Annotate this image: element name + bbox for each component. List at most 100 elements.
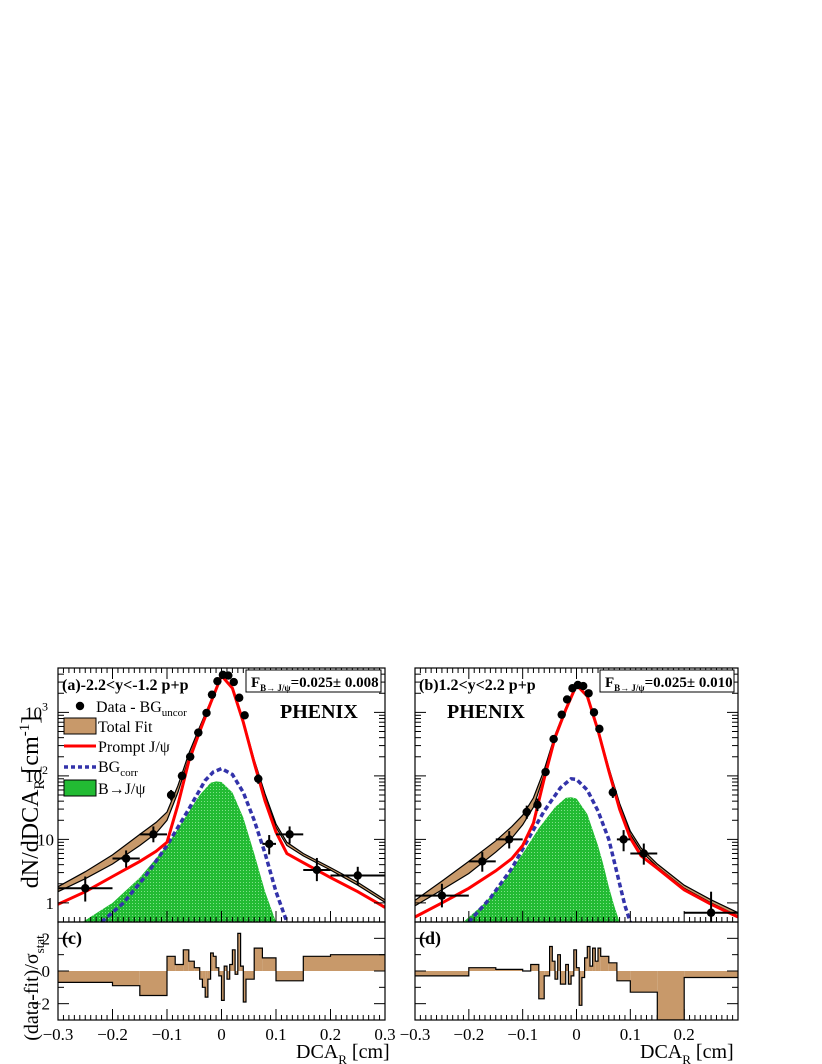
- x-tick-label: −0.1: [152, 1025, 183, 1044]
- panel-b: −0.3 −0.2 −0.1 0 0.1 0.2 (b)1.2<y<2.2 p+p FB→ J…: [400, 667, 739, 1044]
- x-tick-label: 0.2: [320, 1025, 341, 1044]
- y-tick-label-sup: 3: [42, 699, 48, 713]
- y-tick-label-base: 10: [25, 767, 42, 786]
- x-tick-label: 0: [572, 1025, 581, 1044]
- data-marker: [235, 693, 244, 702]
- data-point: [58, 876, 113, 902]
- x-tick-label: −0.2: [97, 1025, 128, 1044]
- data-marker: [505, 835, 514, 844]
- data-point: [584, 689, 593, 698]
- ratio-bar: [538, 971, 545, 999]
- ratio-bar: [495, 969, 523, 971]
- ratio-bar: [573, 949, 577, 971]
- data-point: [415, 883, 469, 908]
- ratio-y-tick-label: −2: [32, 995, 50, 1014]
- ratio-bar: [544, 971, 550, 976]
- ratio-bar: [571, 971, 574, 976]
- data-point: [303, 857, 331, 882]
- data-marker: [437, 891, 447, 900]
- ratio-y-tick-label: 0: [42, 962, 51, 981]
- x-tick-label: 0: [217, 1025, 226, 1044]
- data-marker: [224, 671, 233, 680]
- data-point: [684, 891, 738, 922]
- data-marker: [177, 771, 187, 781]
- ratio-bar: [330, 954, 385, 971]
- ratio-bar: [552, 961, 555, 971]
- x-tick-label: −0.3: [400, 1025, 431, 1044]
- plot-area: [58, 670, 385, 922]
- legend: Data - BGuncor Total Fit Prompt J/ψ BGco…: [63, 699, 187, 798]
- ratio-bar: [218, 971, 222, 976]
- data-point: [533, 798, 542, 811]
- data-point: [166, 789, 176, 801]
- ratio-bar: [589, 966, 593, 971]
- ratio-bar: [554, 971, 558, 980]
- fraction-box: [245, 669, 382, 693]
- data-point: [589, 708, 599, 717]
- data-marker: [549, 734, 558, 744]
- x-axis-label-b: DCAR [cm]: [640, 1041, 734, 1064]
- data-point: [541, 767, 550, 777]
- ratio-bar: [595, 961, 599, 971]
- ratio-outline: [415, 945, 738, 1020]
- data-marker: [285, 830, 294, 839]
- data-point: [224, 671, 233, 680]
- data-marker: [312, 865, 322, 875]
- ratio-bar: [581, 971, 585, 978]
- data-marker: [202, 708, 211, 718]
- x-tick-label: 0.1: [265, 1025, 286, 1044]
- data-marker: [254, 774, 263, 783]
- ratio-bar: [576, 967, 580, 971]
- ratio-bar: [600, 956, 609, 971]
- data-point: [112, 850, 140, 868]
- ratio-bar: [205, 971, 208, 998]
- ratio-bar: [630, 971, 658, 993]
- data-point: [194, 728, 203, 737]
- fraction-sub: B→ J/ψ: [260, 683, 291, 693]
- y-tick-label: 1: [46, 894, 55, 913]
- x-tick-label: −0.1: [507, 1025, 538, 1044]
- bjpsi-area: [82, 781, 276, 922]
- ratio-plot: [58, 932, 385, 1003]
- data-marker: [478, 857, 487, 866]
- ratio-bar: [468, 967, 496, 971]
- ratio-bar: [224, 966, 227, 971]
- ratio-bar: [216, 967, 219, 971]
- ratio-bar: [199, 971, 203, 980]
- fraction-symbol: F: [605, 675, 614, 691]
- legend-data-label: Data - BGuncor: [96, 699, 187, 719]
- ratio-bar: [237, 933, 241, 971]
- data-point: [549, 734, 558, 744]
- ratio-bar: [579, 971, 582, 1006]
- data-point: [240, 711, 249, 720]
- data-point: [202, 708, 211, 718]
- ratio-bar: [229, 964, 233, 971]
- ratio-bar: [276, 971, 304, 981]
- ratio-bar: [563, 971, 566, 985]
- y-tick-label-sup: 2: [42, 763, 48, 777]
- ratio-bar: [210, 953, 214, 971]
- x-tick-label: −0.2: [453, 1025, 484, 1044]
- panel-label: (b)1.2<y<2.2 p+p: [419, 677, 536, 694]
- x-tick-label: 0.1: [620, 1025, 641, 1044]
- x-tick-label: 0.2: [674, 1025, 695, 1044]
- data-point: [630, 843, 658, 865]
- ratio-bar: [684, 971, 738, 978]
- data-point: [235, 693, 244, 702]
- ratio-bar: [560, 971, 564, 985]
- legend-total-swatch: [63, 717, 97, 735]
- ratio-bar: [202, 971, 206, 988]
- data-point: [276, 826, 304, 844]
- data-point: [495, 831, 523, 849]
- data-marker: [557, 710, 566, 719]
- fraction-text: FB→ J/ψ=0.025± 0.010: [605, 675, 733, 693]
- ratio-bar: [213, 956, 217, 971]
- ratio-bar: [183, 949, 189, 971]
- data-point: [595, 724, 604, 734]
- y-tick-label: 102: [25, 763, 48, 786]
- x-tick-label: 0.3: [374, 1025, 395, 1044]
- ratio-bar: [530, 964, 539, 971]
- ratio-bar: [549, 946, 553, 971]
